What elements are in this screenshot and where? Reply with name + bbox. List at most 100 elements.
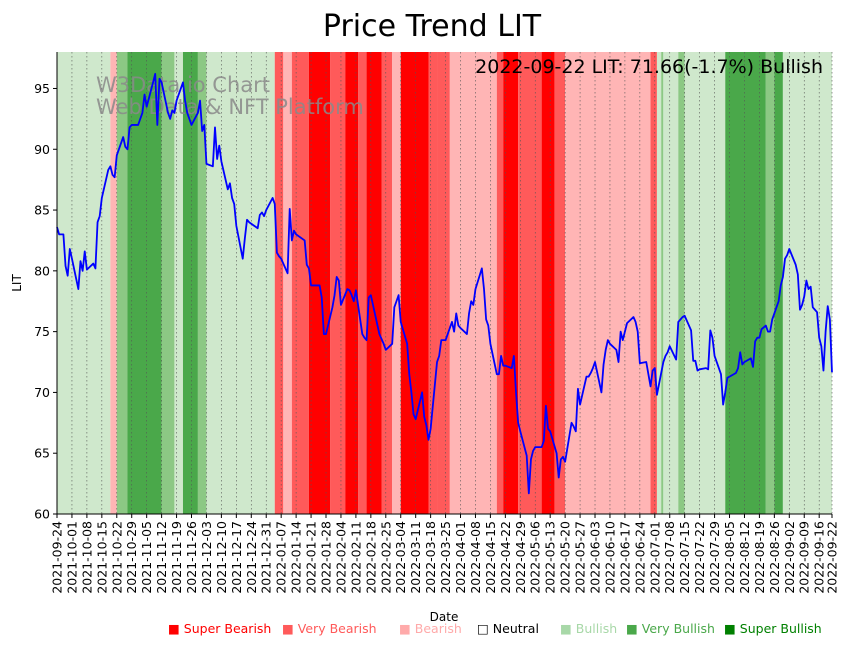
x-tick-label: 2021-10-15 — [94, 521, 109, 594]
x-tick-label: 2022-02-04 — [333, 521, 348, 594]
x-tick-label: 2022-01-14 — [289, 521, 304, 594]
regime-band-very-bearish — [381, 52, 393, 514]
x-tick-label: 2021-09-24 — [50, 521, 65, 594]
x-tick-label: 2021-12-31 — [259, 521, 274, 594]
legend-item: ■ Very Bearish — [282, 621, 377, 636]
regime-band-very-bearish — [554, 52, 566, 514]
x-tick-label: 2022-09-09 — [797, 521, 812, 594]
x-tick-label: 2022-04-01 — [453, 521, 468, 594]
y-tick-label: 70 — [34, 385, 50, 400]
legend-item: ■ Super Bullish — [724, 621, 822, 636]
x-tick-label: 2022-09-02 — [782, 521, 797, 594]
x-tick-label: 2022-05-20 — [558, 521, 573, 594]
x-tick-label: 2021-11-05 — [139, 521, 154, 594]
regime-band-bullish — [684, 52, 726, 514]
x-tick-label: 2022-07-08 — [662, 521, 677, 594]
x-tick-label: 2021-10-22 — [109, 521, 124, 594]
x-tick-label: 2022-05-13 — [543, 521, 558, 594]
legend-item: ■ Bearish — [399, 621, 462, 636]
regime-band-bullish — [206, 52, 275, 514]
y-tick-label: 95 — [34, 81, 50, 96]
regime-band-very-bearish — [330, 52, 346, 514]
x-tick-label: 2022-05-06 — [528, 521, 543, 594]
regime-band-bullish — [57, 52, 111, 514]
axes — [56, 52, 832, 515]
x-tick-label: 2022-06-24 — [632, 521, 647, 594]
legend-item: □ Neutral — [477, 621, 539, 636]
regime-band-very-bullish — [661, 52, 664, 514]
regime-band-super-bullish — [127, 52, 162, 514]
x-tick-label: 2022-09-22 — [825, 521, 840, 594]
regime-band-bearish — [283, 52, 292, 514]
y-tick-label: 75 — [34, 324, 50, 339]
regime-band-bullish — [663, 52, 679, 514]
x-tick-label: 2021-11-26 — [184, 521, 199, 594]
regime-band-very-bearish — [428, 52, 438, 514]
y-tick-label: 90 — [34, 142, 50, 157]
regime-band-bearish — [392, 52, 401, 514]
regime-band-super-bearish — [308, 52, 331, 514]
x-tick-label: 2022-01-28 — [319, 521, 334, 594]
latest-price-annotation: 2022-09-22 LIT: 71.66(-1.7%) Bullish — [475, 56, 823, 78]
x-tick-label: 2022-08-19 — [752, 521, 767, 594]
regime-band-super-bullish — [725, 52, 766, 514]
y-tick-label: 65 — [34, 446, 50, 461]
y-ticks: 60 65 70 75 80 85 90 95 — [34, 81, 57, 522]
x-tick-label: 2022-03-25 — [438, 521, 453, 594]
regime-band-super-bearish — [366, 52, 382, 514]
regime-band-very-bullish — [116, 52, 128, 514]
watermark: W3Data.io Chart Web Data & NFT Platform — [96, 73, 364, 119]
x-tick-label: 2022-06-03 — [588, 521, 603, 594]
x-tick-label: 2022-01-21 — [304, 521, 319, 594]
regime-band-bullish — [174, 52, 183, 514]
x-tick-label: 2021-10-08 — [79, 521, 94, 594]
x-axis-label: Date — [430, 610, 459, 624]
x-tick-label: 2021-12-17 — [229, 521, 244, 594]
legend: ■ Super Bearish ■ Very Bearish ■ Bearish □ … — [168, 621, 822, 636]
x-tick-label: 2022-03-11 — [408, 521, 423, 594]
regime-band-bearish — [565, 52, 651, 514]
x-tick-label: 2022-01-07 — [274, 521, 289, 594]
x-tick-label: 2022-04-29 — [513, 521, 528, 594]
watermark-line-2: Web Data & NFT Platform — [96, 95, 364, 119]
regime-band-super-bearish — [345, 52, 359, 514]
x-tick-label: 2022-06-10 — [602, 521, 617, 594]
x-tick-label: 2022-09-16 — [812, 521, 827, 594]
legend-item: ■ Bullish — [560, 621, 617, 636]
y-tick-label: 60 — [34, 507, 50, 522]
x-tick-label: 2022-02-18 — [363, 521, 378, 594]
regime-band-bullish — [656, 52, 662, 514]
x-tick-label: 2021-12-03 — [199, 521, 214, 594]
x-tick-label: 2021-11-19 — [169, 521, 184, 594]
regime-band-very-bullish — [197, 52, 207, 514]
regime-band-super-bullish — [182, 52, 198, 514]
x-tick-label: 2021-12-24 — [244, 521, 259, 594]
week-gridlines — [56, 52, 833, 514]
legend-item: ■ Super Bearish — [168, 621, 271, 636]
x-tick-label: 2021-10-29 — [124, 521, 139, 594]
x-tick-label: 2022-07-15 — [677, 521, 692, 594]
x-ticks: 2021-09-24 2021-10-01 2021-10-08 2021-10-15… — [50, 514, 840, 594]
x-tick-label: 2022-08-12 — [737, 521, 752, 594]
regime-band-very-bearish — [437, 52, 450, 514]
regime-band-very-bearish — [274, 52, 284, 514]
regime-bands — [57, 52, 832, 514]
x-tick-label: 2022-07-29 — [707, 521, 722, 594]
y-tick-label: 80 — [34, 263, 50, 278]
x-tick-label: 2022-02-25 — [378, 521, 393, 594]
regime-band-very-bearish — [496, 52, 504, 514]
x-tick-label: 2022-03-04 — [393, 521, 408, 594]
x-tick-label: 2022-08-05 — [722, 521, 737, 594]
regime-band-very-bearish — [650, 52, 657, 514]
x-tick-label: 2022-05-27 — [573, 521, 588, 594]
x-tick-label: 2021-12-10 — [214, 521, 229, 594]
x-tick-label: 2022-07-22 — [692, 521, 707, 594]
legend-item: ■ Very Bullish — [626, 621, 715, 636]
y-axis-label: LIT — [10, 274, 24, 292]
x-tick-label: 2022-03-18 — [423, 521, 438, 594]
x-tick-label: 2022-08-26 — [767, 521, 782, 594]
x-tick-label: 2022-04-08 — [468, 521, 483, 594]
regime-band-very-bearish — [358, 52, 367, 514]
regime-band-very-bullish — [765, 52, 775, 514]
x-tick-label: 2022-06-17 — [617, 521, 632, 594]
